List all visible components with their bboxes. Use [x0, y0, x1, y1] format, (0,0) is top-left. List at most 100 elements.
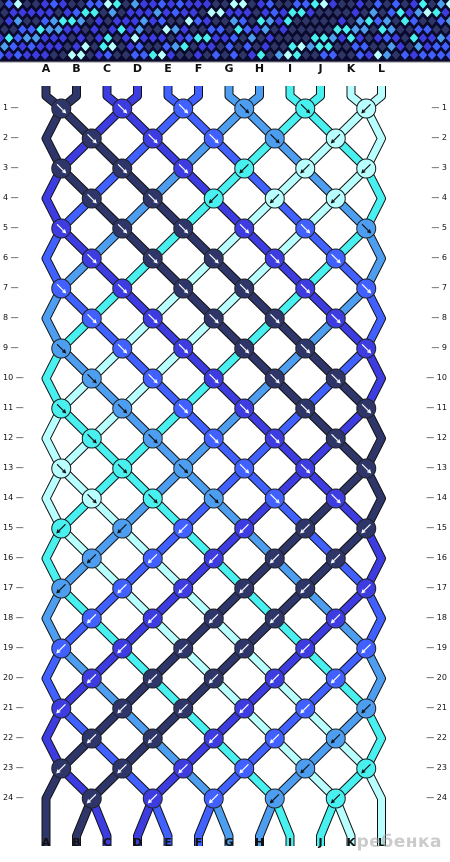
row-number: — 22 [426, 732, 447, 742]
row-number: — 3 [431, 162, 447, 172]
knot-arrowhead-icon [269, 799, 274, 804]
preview-diamond [427, 15, 437, 27]
preview-diamond [152, 24, 163, 35]
preview-diamond [53, 7, 64, 18]
preview-diamond [377, 41, 388, 52]
row-number: 15 — [3, 522, 24, 532]
thread-J [42, 86, 385, 846]
knot-arrow-icon [117, 763, 127, 774]
preview-diamond [211, 0, 221, 10]
knot-arrow-icon [178, 583, 188, 594]
row-number: — 18 [426, 612, 447, 622]
preview-diamond [148, 49, 158, 61]
preview-diamond [215, 7, 226, 18]
preview-diamond [22, 49, 32, 61]
preview-diamond [0, 15, 5, 27]
knot-arrow-icon [178, 343, 188, 354]
knot-arrowhead-icon [239, 769, 244, 774]
preview-diamond [175, 49, 185, 61]
preview-diamond [161, 41, 172, 52]
knot-arrowhead-icon [184, 349, 189, 354]
preview-diamond [103, 32, 113, 44]
thread-H [42, 86, 385, 846]
preview-diamond [170, 24, 181, 35]
knot-arrowhead-icon [300, 589, 305, 594]
knot-arrowhead-icon [306, 349, 311, 354]
knot-arrowhead-icon [269, 679, 274, 684]
preview-diamond [31, 32, 41, 44]
knot-arrow-icon [270, 793, 280, 804]
knot-arrowhead-icon [361, 109, 366, 114]
preview-diamond [409, 49, 419, 61]
preview-diamond [400, 49, 410, 61]
knot-arrow-icon [87, 553, 97, 564]
knot-arrowhead-icon [361, 709, 366, 714]
preview-diamond [58, 15, 68, 27]
knot-arrowhead-icon [269, 559, 274, 564]
knot-arrowhead-icon [92, 259, 97, 264]
preview-diamond [152, 41, 163, 52]
knot-arrow-icon [239, 163, 249, 174]
knot-arrowhead-icon [306, 409, 311, 414]
thread-I [42, 86, 385, 846]
knot-arrowhead-icon [269, 199, 274, 204]
preview-diamond [161, 24, 172, 35]
knot-arrowhead-icon [330, 799, 335, 804]
preview-diamond [229, 15, 239, 27]
preview-diamond [359, 7, 370, 18]
knot-arrow-icon [300, 283, 310, 294]
knots-layer [51, 98, 377, 809]
preview-diamond [94, 15, 104, 27]
strand-label-J: J [318, 62, 323, 75]
knot-arrowhead-icon [269, 739, 274, 744]
knot-arrowhead-icon [214, 379, 219, 384]
knot-arrowhead-icon [62, 229, 67, 234]
knot-arrowhead-icon [62, 409, 67, 414]
preview-diamond [260, 7, 271, 18]
knot-arrowhead-icon [330, 139, 335, 144]
knot-arrowhead-icon [56, 769, 61, 774]
preview-diamond [418, 49, 428, 61]
preview-diamond [382, 32, 392, 44]
knot-arrowhead-icon [56, 529, 61, 534]
knot-arrow-icon [117, 343, 127, 354]
knot-arrowhead-icon [184, 469, 189, 474]
knot-arrowhead-icon [153, 139, 158, 144]
knot-arrow-icon [209, 313, 219, 324]
preview-diamond [224, 7, 235, 18]
row-number: — 12 [426, 432, 447, 442]
knot-arrow-icon [87, 673, 97, 684]
knot-arrow-icon [148, 553, 158, 564]
knot-arrowhead-icon [184, 169, 189, 174]
row-number: 2 — [3, 132, 19, 142]
preview-diamond [283, 0, 293, 10]
preview-diamond [125, 41, 136, 52]
preview-diamond [22, 0, 32, 10]
preview-diamond [26, 7, 37, 18]
preview-diamond [310, 0, 320, 10]
knot-arrowhead-icon [62, 469, 67, 474]
thread-L [42, 86, 385, 846]
preview-diamond [98, 7, 109, 18]
preview-diamond [148, 15, 158, 27]
knot-arrowhead-icon [208, 199, 213, 204]
preview-diamond [337, 32, 347, 44]
knot-arrowhead-icon [239, 589, 244, 594]
row-number: — 1 [431, 102, 447, 112]
knot-arrow-icon [87, 493, 97, 504]
preview-diamond [179, 7, 190, 18]
strand-label-L: L [377, 62, 385, 75]
preview-diamond [202, 49, 212, 61]
preview-diamond [62, 41, 73, 52]
preview-diamond [314, 24, 325, 35]
preview-diamond [130, 0, 140, 10]
knot-arrowhead-icon [336, 439, 341, 444]
preview-diamond [58, 32, 68, 44]
preview-diamond [0, 32, 5, 44]
knot-arrowhead-icon [178, 709, 183, 714]
knot-arrow-icon [300, 703, 310, 714]
knot-arrow-icon [361, 163, 371, 174]
knot-arrowhead-icon [239, 529, 244, 534]
preview-diamond [413, 24, 424, 35]
preview-diamond [391, 32, 401, 44]
